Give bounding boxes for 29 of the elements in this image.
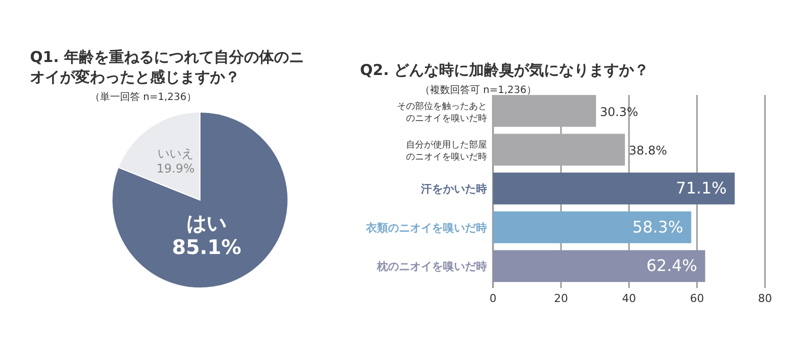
y-tick-label: その部位を触ったあとのニオイを嗅いだ時 bbox=[397, 100, 487, 124]
data-label: 71.1% bbox=[676, 178, 727, 198]
data-label: 58.3% bbox=[632, 217, 684, 236]
chart-title: Q1. 年齢を重ねるにつれて自分の体のニオイが変わったと感じますか？ bbox=[30, 48, 304, 86]
data-label: 30.3% bbox=[600, 104, 638, 119]
slice-label: はい bbox=[186, 210, 227, 235]
bar bbox=[493, 95, 596, 127]
bar bbox=[493, 250, 706, 282]
x-tick-label: 20 bbox=[554, 292, 568, 305]
bar bbox=[493, 211, 692, 244]
pie-slice bbox=[112, 112, 288, 288]
x-tick-label: 40 bbox=[622, 292, 636, 305]
chart-subtitle: （複数回答可 n=1,236） bbox=[420, 84, 537, 96]
y-tick-label: 枕のニオイを嗅いだ時 bbox=[376, 260, 487, 274]
x-tick-label: 80 bbox=[758, 292, 772, 305]
chart-subtitle: （単一回答 n=1,236） bbox=[90, 91, 197, 103]
slice-label: いいえ bbox=[158, 146, 194, 160]
data-label: 19.9% bbox=[156, 161, 195, 176]
data-label: 85.1% bbox=[172, 234, 242, 259]
bar bbox=[493, 172, 735, 204]
x-tick-label: 60 bbox=[690, 292, 704, 305]
y-tick-label: 自分が使用した部屋のニオイを嗅いだ時 bbox=[406, 140, 487, 163]
data-label: 38.8% bbox=[628, 144, 668, 158]
x-tick-label: 0 bbox=[490, 292, 496, 305]
data-label: 62.4% bbox=[646, 256, 698, 276]
y-tick-label: 汗をかいた時 bbox=[420, 182, 487, 196]
y-tick-label: 衣類のニオイを嗅いだ時 bbox=[365, 221, 487, 234]
chart-title: Q2. どんな時に加齢臭が気になりますか？ bbox=[360, 61, 650, 79]
bar bbox=[493, 134, 625, 166]
